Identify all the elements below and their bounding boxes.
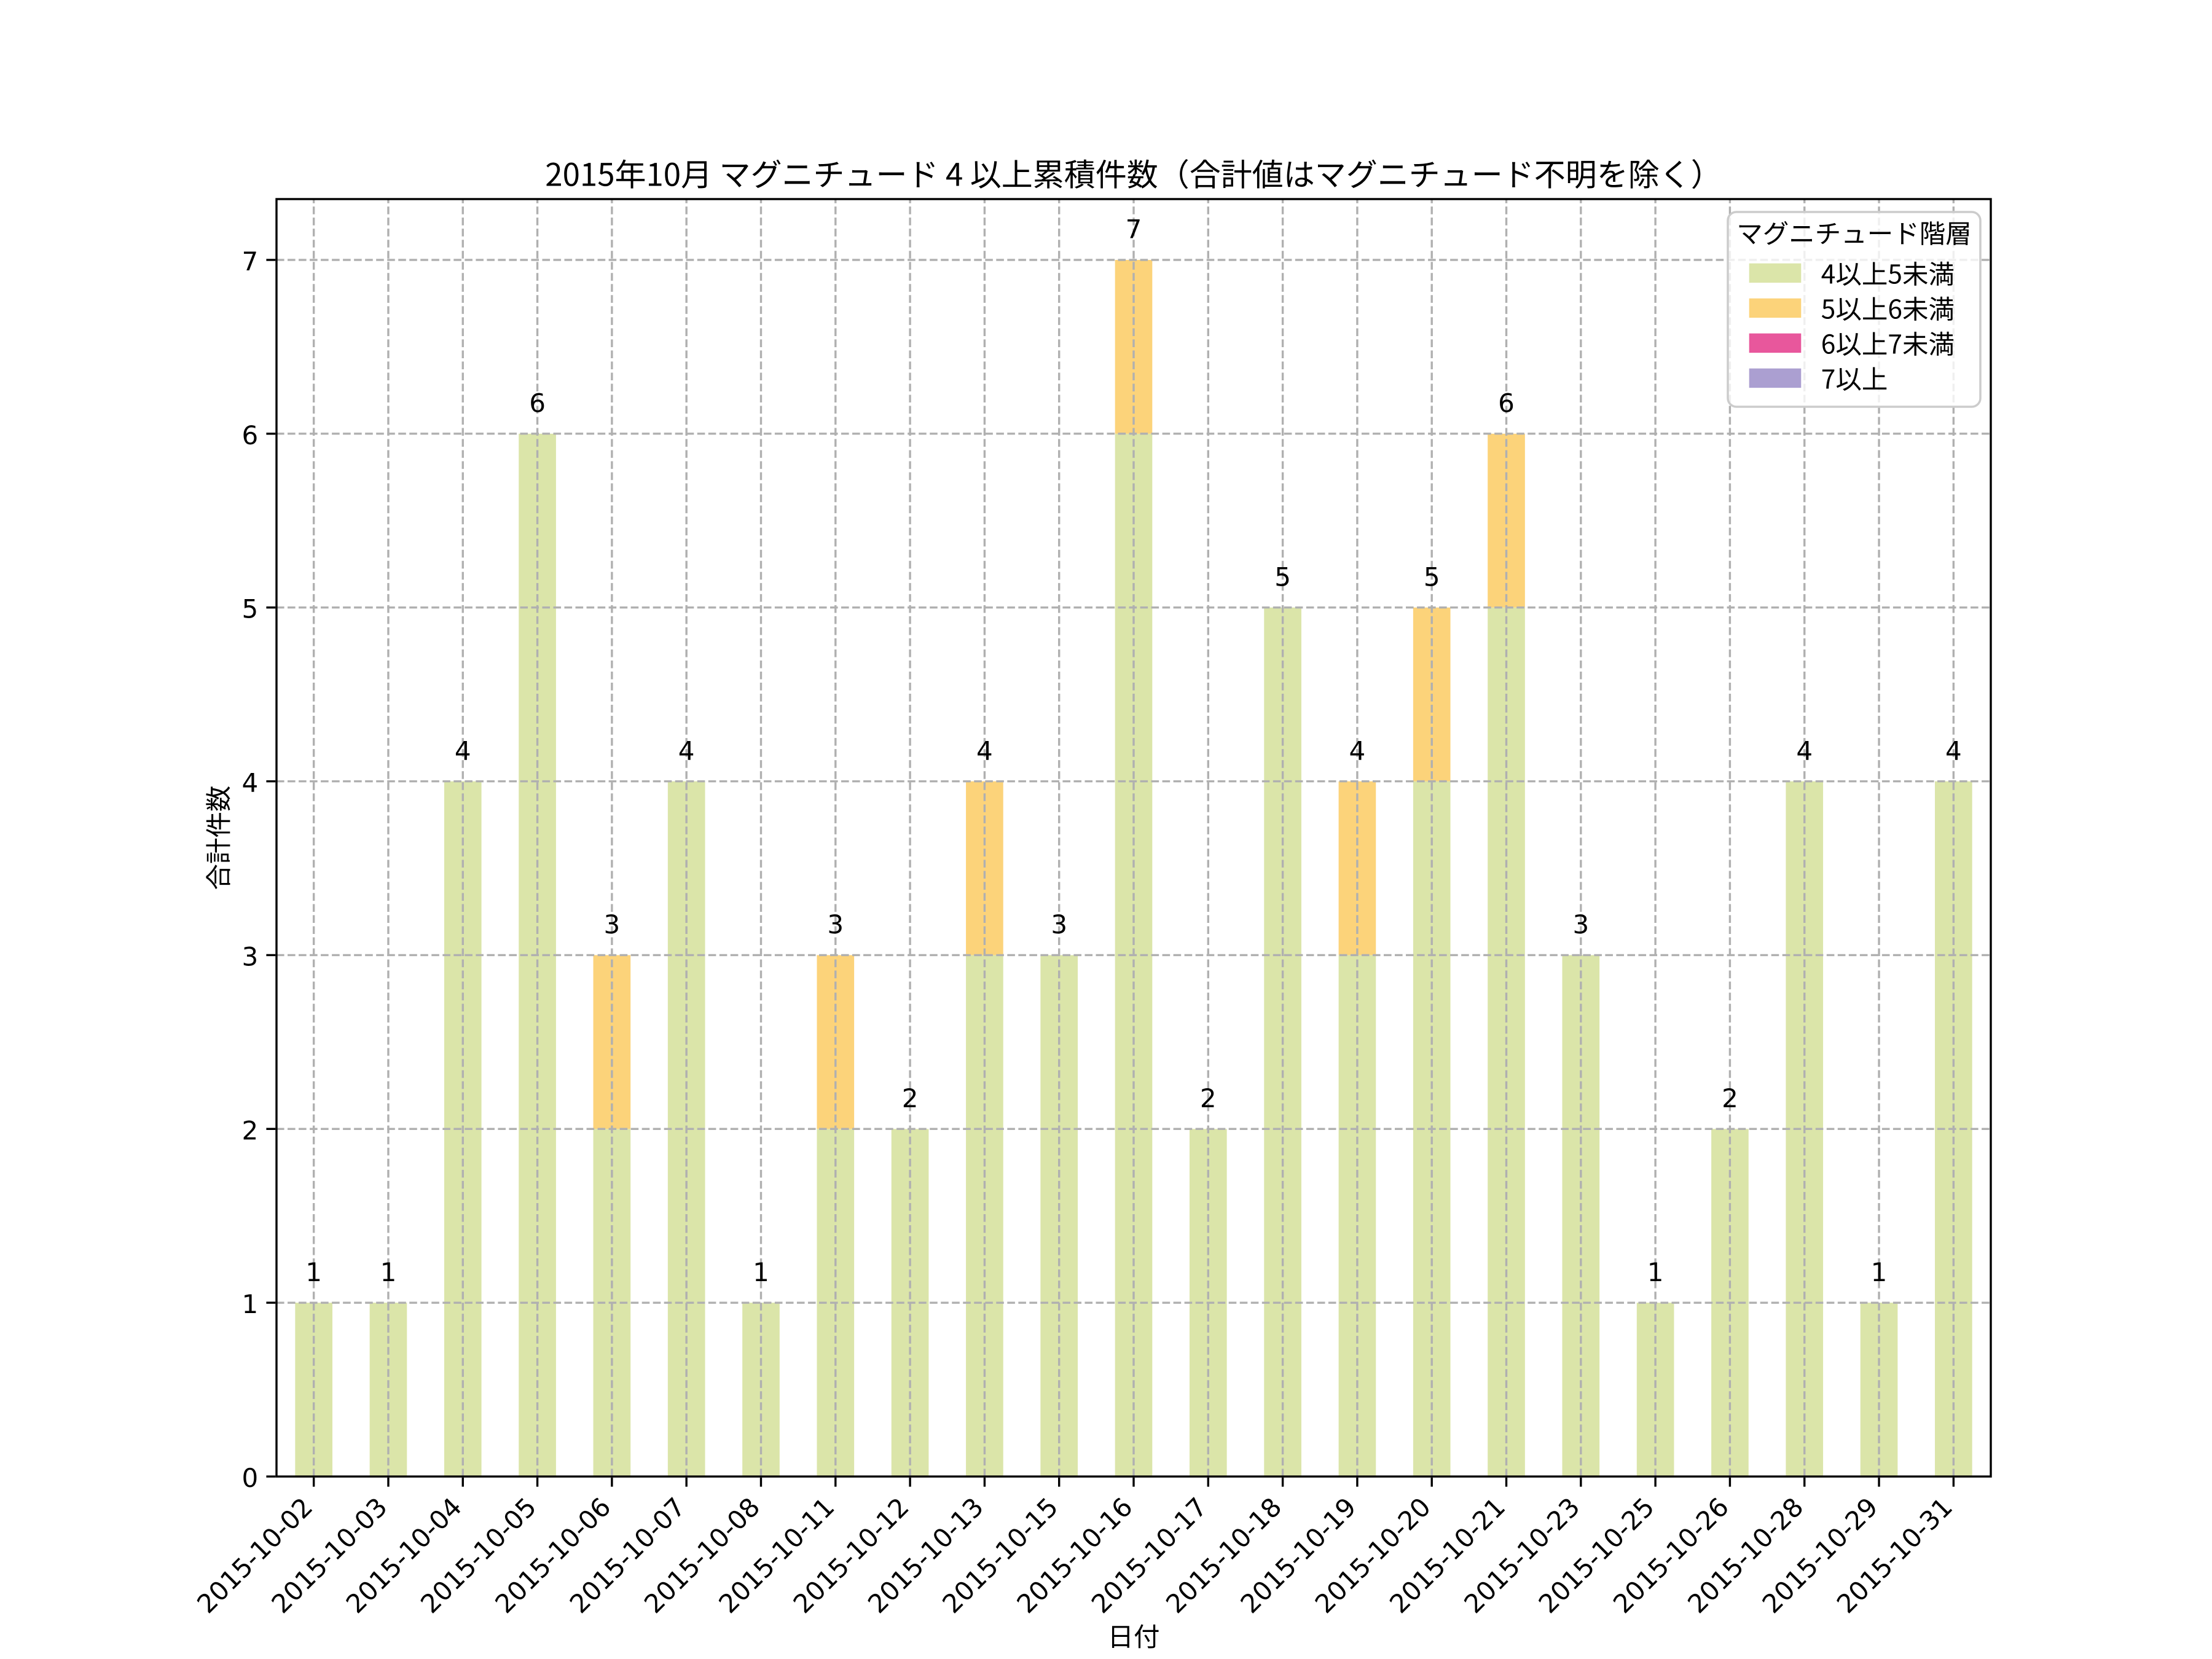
legend-title: マグニチュード階層 <box>1736 214 1972 251</box>
bar-value-label: 7 <box>1126 214 1142 245</box>
y-tick-label: 7 <box>241 246 258 276</box>
y-tick-label: 3 <box>241 941 258 971</box>
legend-item-label: 4以上5未満 <box>1821 254 1955 292</box>
y-tick-label: 1 <box>241 1289 258 1319</box>
bar-value-label: 1 <box>753 1257 769 1287</box>
bar-value-label: 2 <box>902 1083 919 1113</box>
bar-value-label: 3 <box>1572 909 1589 939</box>
bar-value-label: 5 <box>1274 562 1291 592</box>
gridlines <box>276 199 1991 1477</box>
bar-value-label: 3 <box>604 909 621 939</box>
bar-value-label: 6 <box>1498 388 1515 418</box>
bar-value-label: 3 <box>1051 909 1067 939</box>
axes-frame <box>275 198 1992 1478</box>
legend-item-label: 7以上 <box>1821 359 1888 397</box>
bar-value-label: 1 <box>305 1257 322 1287</box>
bar-value-label: 4 <box>1796 735 1813 766</box>
y-axis-label: 合計件数 <box>198 785 236 890</box>
legend-frame <box>1727 211 1982 408</box>
axis-ticks <box>266 259 1955 1487</box>
bar-value-label: 6 <box>529 388 546 418</box>
bar-value-label: 4 <box>455 735 471 766</box>
y-tick-label: 2 <box>241 1115 258 1145</box>
legend-item-label: 6以上7未満 <box>1821 324 1955 362</box>
axes-spines <box>275 198 1992 1478</box>
x-axis-label: 日付 <box>1107 1617 1159 1654</box>
y-tick-label: 5 <box>241 594 258 624</box>
y-tick-label: 0 <box>241 1463 258 1493</box>
bar-value-label: 4 <box>1349 735 1366 766</box>
y-tick-label: 4 <box>241 768 258 798</box>
y-tick-label: 6 <box>241 420 258 450</box>
bar-value-label: 4 <box>976 735 993 766</box>
bar-value-label: 1 <box>1647 1257 1664 1287</box>
bar-value-label: 1 <box>380 1257 397 1287</box>
bar-value-label: 5 <box>1424 562 1440 592</box>
legend-swatch <box>1749 333 1802 353</box>
legend-item-label: 5以上6未満 <box>1821 289 1955 327</box>
legend-swatch <box>1749 263 1802 283</box>
bar-value-label: 4 <box>1945 735 1962 766</box>
bar-value-label: 1 <box>1871 1257 1888 1287</box>
bar-value-label: 3 <box>827 909 844 939</box>
bar-value-label: 2 <box>1722 1083 1738 1113</box>
legend-swatch <box>1749 368 1802 388</box>
bar-value-labels: 1 1 4 6 3 4 1 3 2 4 3 7 2 5 4 5 6 3 1 2 4 1 4 <box>305 214 1961 1287</box>
bar-value-label: 2 <box>1200 1083 1217 1113</box>
bar-value-label: 4 <box>678 735 695 766</box>
chart-title: 2015年10月 マグニチュード 4 以上累積件数（合計値はマグニチュード不明を… <box>545 149 1722 195</box>
legend-swatch <box>1749 298 1802 318</box>
y-tick-labels: 0 1 2 3 4 5 6 7 <box>241 246 258 1493</box>
